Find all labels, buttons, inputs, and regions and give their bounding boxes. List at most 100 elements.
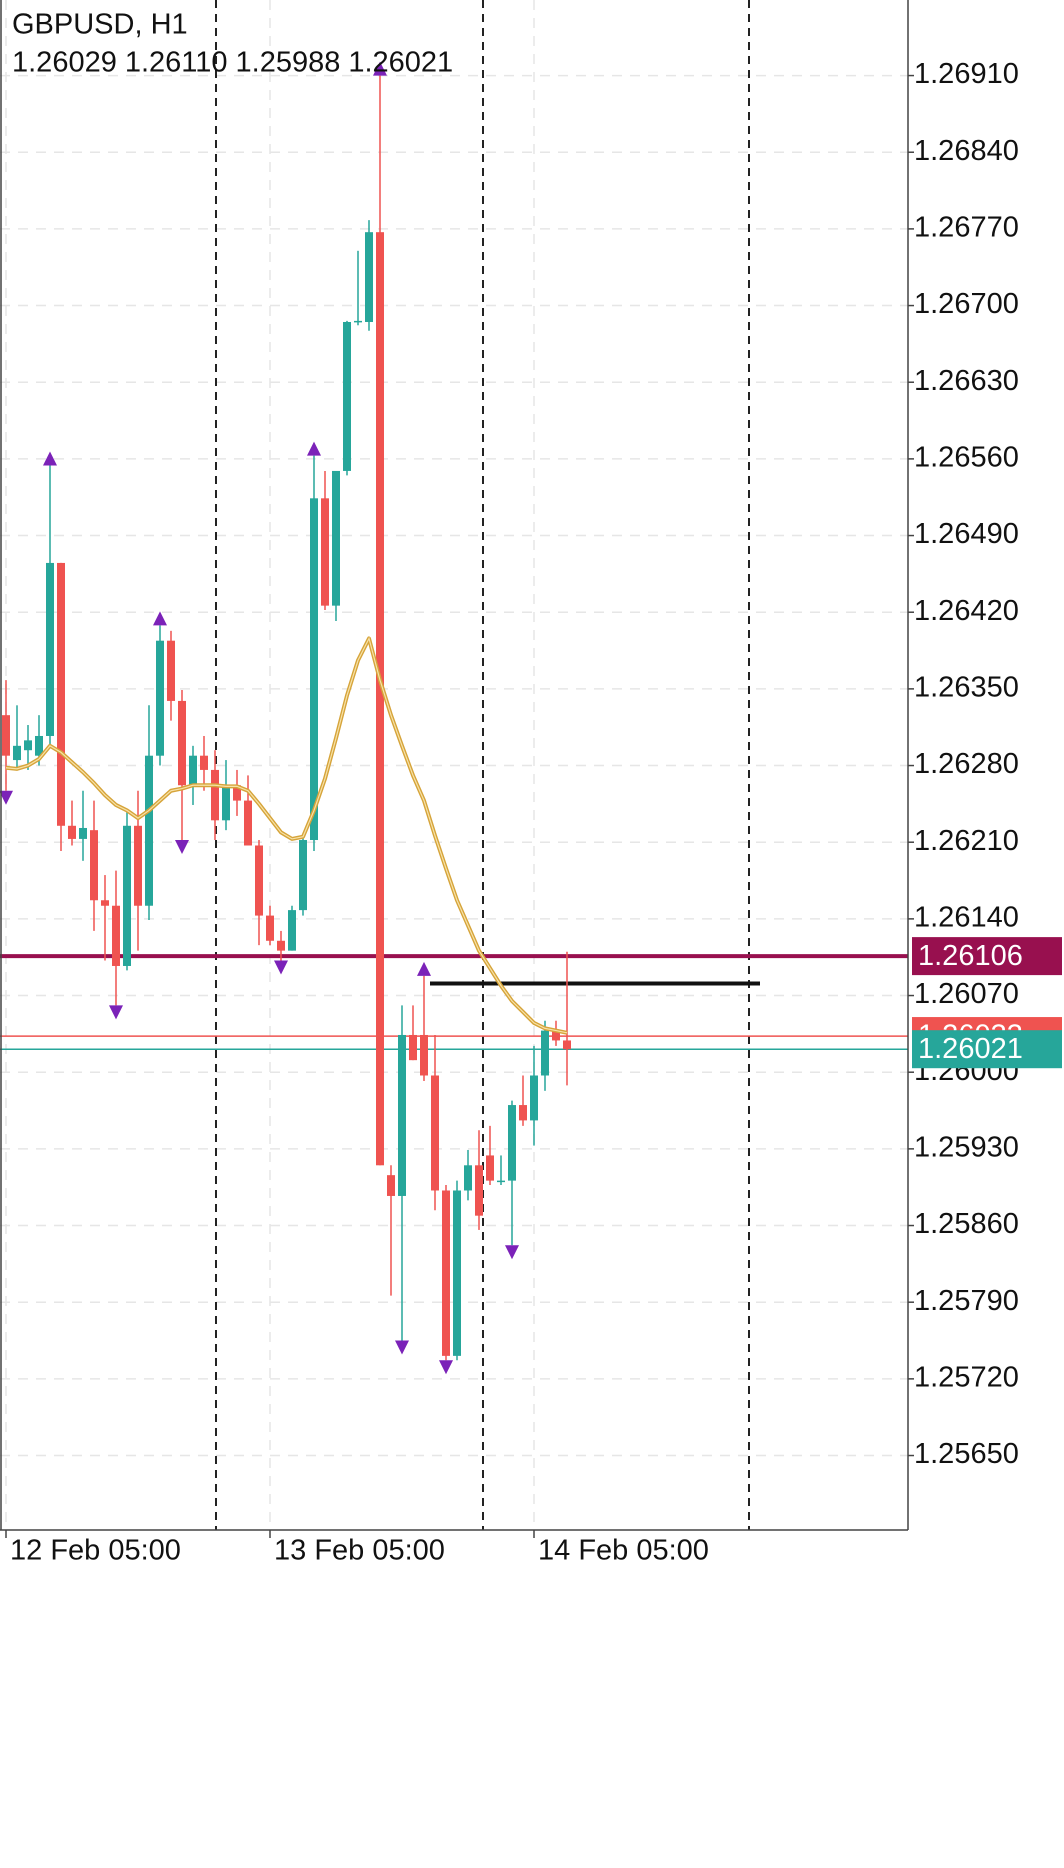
candle-body (255, 845, 263, 916)
candle-body (266, 915, 274, 941)
y-tick-label: 1.26770 (914, 212, 1019, 244)
candle-body (332, 470, 340, 606)
x-tick-label: 13 Feb 05:00 (274, 1535, 445, 1567)
x-tick-label: 14 Feb 05:00 (538, 1535, 709, 1567)
fractal-down (109, 1005, 123, 1020)
candle-body (376, 232, 384, 1166)
candle-body (35, 735, 43, 756)
candle-body (57, 562, 65, 826)
candle-body (442, 1190, 450, 1356)
y-tick-label: 1.26210 (914, 825, 1019, 857)
candle-body (79, 827, 87, 839)
candle-body (112, 905, 120, 966)
candle-body (299, 840, 307, 911)
fractal-up (307, 441, 321, 456)
candle-body (354, 320, 362, 323)
y-tick-label: 1.26280 (914, 748, 1019, 780)
candle-body (420, 1034, 428, 1076)
fractal-down (175, 840, 189, 855)
y-tick-label: 1.26700 (914, 288, 1019, 320)
y-tick-label: 1.26840 (914, 135, 1019, 167)
candle-body (453, 1190, 461, 1356)
candle-body (277, 940, 285, 951)
candle-body (68, 825, 76, 839)
plot (0, 61, 908, 1375)
candle-body (178, 700, 186, 786)
y-tick-label: 1.25650 (914, 1438, 1019, 1470)
candle-body (530, 1075, 538, 1121)
candle-body (343, 321, 351, 471)
candle-body (24, 740, 32, 751)
fractal-up (43, 451, 57, 466)
candle-body (475, 1165, 483, 1216)
candle-body (123, 825, 131, 966)
candle-body (90, 830, 98, 901)
candle-body (552, 1030, 560, 1041)
fractal-down (0, 790, 13, 805)
symbol: GBPUSD, H1 (12, 9, 188, 41)
y-tick-label: 1.26420 (914, 595, 1019, 627)
candle-body (541, 1030, 549, 1076)
candle-body (13, 745, 21, 761)
candle-body (167, 640, 175, 701)
candle-body (519, 1105, 527, 1121)
candle-body (398, 1034, 406, 1196)
fractal-down (274, 960, 288, 975)
price-tag-label: 1.26021 (918, 1033, 1023, 1065)
moving-average-highlight (5, 636, 568, 1034)
candle-body (497, 1180, 505, 1183)
candle-body (145, 755, 153, 906)
candle-body (200, 755, 208, 770)
y-tick-label: 1.26070 (914, 978, 1019, 1010)
fractal-up (417, 961, 431, 976)
candle-body (211, 769, 219, 821)
ohlc-value: 1.25988 (236, 47, 341, 79)
ohlc-header: 1.26029 1.26110 1.25988 1.26021 (12, 47, 453, 79)
candle-body (486, 1155, 494, 1181)
y-tick-label: 1.26350 (914, 672, 1019, 704)
y-tick-label: 1.25860 (914, 1208, 1019, 1240)
y-tick-label: 1.25930 (914, 1132, 1019, 1164)
y-tick-label: 1.26630 (914, 365, 1019, 397)
y-tick-label: 1.26560 (914, 442, 1019, 474)
x-tick-label: 12 Feb 05:00 (10, 1535, 181, 1567)
fractal-up (153, 611, 167, 626)
candle-body (409, 1034, 417, 1061)
candle-body (2, 715, 10, 756)
candle-body (233, 785, 241, 801)
y-tick-label: 1.26140 (914, 902, 1019, 934)
fractal-down (395, 1340, 409, 1355)
y-tick-label: 1.25720 (914, 1362, 1019, 1394)
candle-body (134, 825, 142, 906)
y-tick-label: 1.26910 (914, 58, 1019, 90)
candle-body (563, 1040, 571, 1050)
ohlc-value: 1.26021 (348, 47, 453, 79)
candle-body (310, 498, 318, 841)
ohlc-value: 1.26110 (125, 47, 228, 79)
candle-body (46, 562, 54, 736)
candle-body (156, 640, 164, 756)
axes: 1.26910 1.26840 1.26770 1.26700 1.26630 1.265… (5, 58, 1062, 1567)
candle-body (431, 1075, 439, 1191)
fractal-up (373, 61, 387, 76)
candle-body (222, 785, 230, 821)
fractal-down (439, 1360, 453, 1375)
candle-body (189, 755, 197, 786)
candle-body (508, 1105, 516, 1181)
price-tag (912, 937, 1062, 976)
ohlc-value: 1.26029 (12, 47, 117, 79)
candle-body (288, 910, 296, 951)
fractal-down (505, 1245, 519, 1260)
price-tag-label: 1.26106 (918, 940, 1023, 972)
candle-body (365, 232, 373, 322)
price-tag (912, 1030, 1062, 1069)
candle-body (321, 498, 329, 606)
candle-body (244, 800, 252, 846)
candle-body (101, 900, 109, 906)
y-tick-label: 1.25790 (914, 1285, 1019, 1317)
candle-body (464, 1165, 472, 1191)
candle-body (387, 1175, 395, 1196)
y-tick-label: 1.26490 (914, 518, 1019, 550)
